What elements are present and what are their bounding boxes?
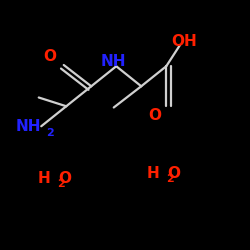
Text: NH: NH <box>16 119 42 134</box>
Text: OH: OH <box>171 34 196 49</box>
Text: H: H <box>146 166 159 181</box>
Text: O: O <box>58 171 71 186</box>
Text: NH: NH <box>101 54 126 69</box>
Text: O: O <box>167 166 180 181</box>
Text: O: O <box>148 108 162 122</box>
Text: 2: 2 <box>166 174 173 184</box>
Text: 2: 2 <box>57 179 65 189</box>
Text: H: H <box>38 171 50 186</box>
Text: 2: 2 <box>46 128 54 138</box>
Text: O: O <box>44 49 57 64</box>
